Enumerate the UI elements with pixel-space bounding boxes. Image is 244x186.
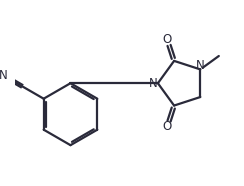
Text: N: N [149,77,158,90]
Text: N: N [0,69,7,82]
Text: O: O [163,33,172,46]
Text: O: O [163,120,172,133]
Text: N: N [196,59,205,72]
